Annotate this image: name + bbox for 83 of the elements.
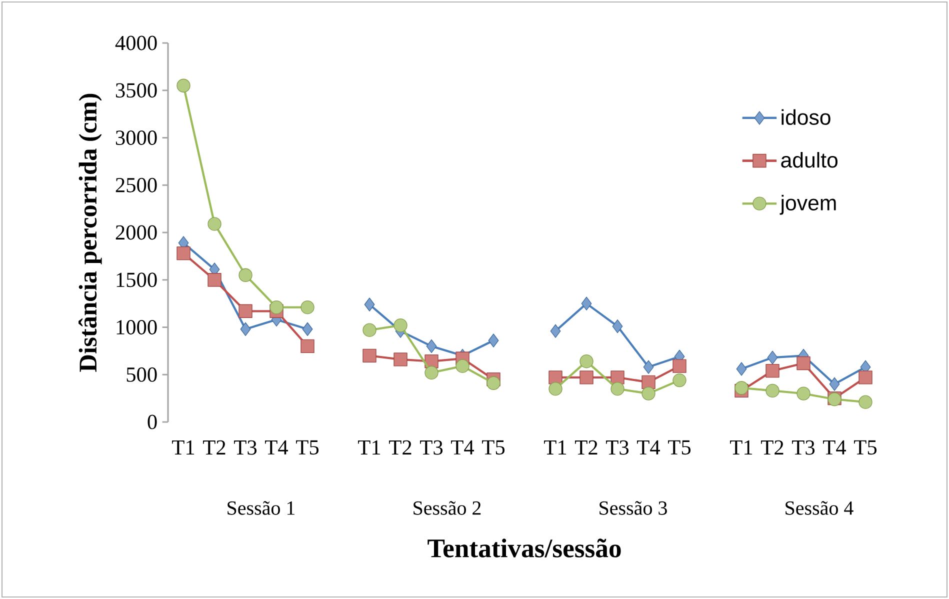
x-tick-label: T5 (482, 440, 505, 455)
point (548, 370, 562, 384)
point (394, 318, 408, 332)
point (672, 373, 686, 388)
point (766, 364, 780, 378)
point (302, 322, 313, 336)
point (426, 339, 437, 354)
point (362, 323, 376, 337)
point (580, 354, 594, 368)
point (240, 322, 251, 336)
point (580, 370, 594, 384)
y-tick-label: 500 (126, 367, 157, 382)
y-tick-label: 1000 (116, 320, 157, 334)
point (858, 395, 872, 409)
point (858, 370, 872, 384)
point (672, 359, 686, 373)
point (364, 298, 375, 312)
x-tick-label: T2 (761, 440, 784, 455)
point (300, 300, 314, 314)
x-tick-label: T4 (637, 440, 660, 454)
point (176, 246, 190, 260)
text: Sessão 2 (414, 501, 481, 515)
point (270, 300, 284, 314)
x-tick-label: T4 (265, 440, 288, 454)
point (300, 339, 314, 354)
point (610, 370, 624, 384)
text: Sessão 1 (228, 501, 295, 515)
point (550, 324, 561, 338)
x-axis-title: Tentativas/sessão (428, 538, 621, 558)
y-tick-label: 2500 (116, 178, 157, 192)
legend-label: adulto (781, 152, 838, 168)
x-tick-label: T3 (792, 440, 815, 455)
point (796, 356, 810, 370)
y-tick-label: 3000 (116, 130, 157, 145)
point (767, 350, 778, 364)
legend-label: jovem (780, 194, 836, 215)
point (208, 217, 222, 231)
x-tick-label: T5 (668, 440, 691, 455)
x-tick-label: T1 (358, 440, 380, 454)
point (734, 381, 748, 395)
x-tick-label: T5 (854, 440, 877, 455)
point (612, 319, 623, 334)
y-tick-label: 1500 (116, 272, 157, 288)
y-tick-label: 0 (148, 414, 157, 430)
text: Sessão 3 (600, 501, 667, 515)
x-tick-label: T3 (420, 440, 443, 455)
point (643, 360, 654, 374)
x-tick-label: T1 (730, 440, 752, 454)
point (642, 386, 656, 400)
x-tick-label: T1 (544, 440, 566, 454)
y-tick-label: 4000 (115, 36, 157, 50)
point (548, 382, 562, 396)
point (362, 348, 376, 363)
point (736, 362, 747, 376)
point (610, 382, 624, 396)
point (488, 334, 499, 348)
point (238, 304, 252, 318)
point (208, 273, 222, 287)
x-tick-label: T3 (606, 440, 629, 455)
x-tick-label: T2 (575, 440, 598, 455)
point (238, 268, 252, 282)
point (394, 352, 408, 366)
point (581, 296, 592, 310)
x-tick-label: T1 (172, 440, 194, 454)
point (642, 375, 656, 390)
x-tick-label: T2 (203, 440, 226, 455)
x-tick-label: T4 (823, 440, 846, 454)
y-tick-label: 2000 (116, 225, 157, 240)
point (424, 366, 438, 380)
point (829, 377, 840, 391)
point (486, 376, 500, 390)
y-tick-label: 3500 (116, 83, 157, 98)
y-axis-title: Distância percorrida (cm) (78, 94, 102, 372)
x-tick-label: T4 (451, 440, 474, 454)
point (456, 359, 470, 373)
x-tick-label: T3 (234, 440, 257, 455)
x-tick-label: T5 (296, 440, 319, 455)
legend-label: idoso (782, 109, 830, 125)
point (796, 386, 810, 400)
text: Sessão 4 (786, 501, 854, 515)
point (766, 384, 780, 398)
x-tick-label: T2 (389, 440, 412, 455)
point (176, 78, 190, 92)
